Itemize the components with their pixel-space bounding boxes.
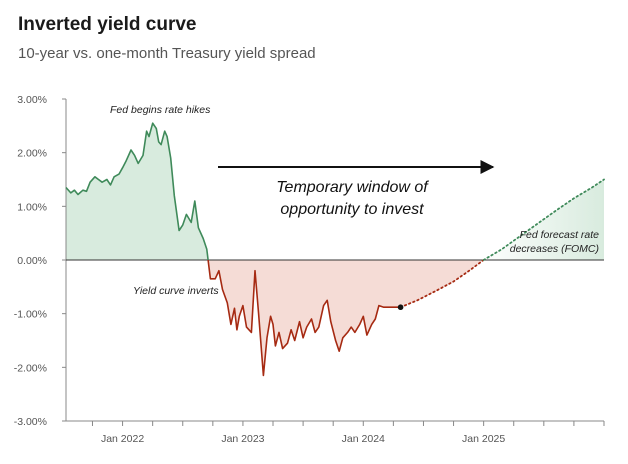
y-tick-label: 1.00% [17, 201, 47, 213]
x-tick-label: Jan 2022 [101, 433, 144, 445]
annotation-forecast-line2: decreases (FOMC) [510, 243, 599, 255]
chart-subtitle: 10-year vs. one-month Treasury yield spr… [18, 45, 316, 62]
spread-line-negative [207, 259, 401, 377]
positive-area-fill [66, 123, 209, 260]
y-tick-label: 2.00% [17, 148, 47, 160]
annotation-rate-hikes: Fed begins rate hikes [110, 104, 211, 116]
x-tick-label: Jan 2023 [221, 433, 264, 445]
annotation-curve-inverts: Yield curve inverts [133, 285, 219, 297]
forecast-line-positive [482, 178, 605, 261]
spread-line-positive [65, 122, 209, 261]
axes: 3.00% 2.00% 1.00% 0.00% -1.00% -2.00% -3.00% Ja… [14, 94, 605, 445]
y-tick-label: -1.00% [14, 309, 47, 321]
y-tick-label: -3.00% [14, 416, 47, 428]
chart-title: Inverted yield curve [18, 14, 197, 35]
annotation-window-line2: opportunity to invest [280, 201, 424, 218]
y-tick-label: 0.00% [17, 255, 47, 267]
forecast-line-negative [399, 259, 485, 309]
series-lines [65, 122, 605, 377]
y-tick-label: 3.00% [17, 94, 47, 106]
negative-area-fill [208, 260, 484, 376]
x-tick-label: Jan 2025 [462, 433, 505, 445]
latest-value-point [397, 304, 404, 311]
x-tick-label: Jan 2024 [342, 433, 385, 445]
annotation-forecast-line1: Fed forecast rate [520, 229, 600, 241]
y-tick-label: -2.00% [14, 362, 47, 374]
annotation-window-line1: Temporary window of [276, 179, 429, 196]
